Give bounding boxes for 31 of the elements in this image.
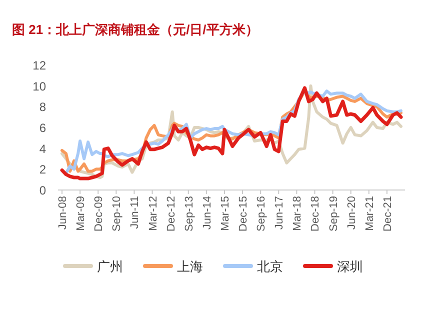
- x-tick-label: Dec-12: [165, 196, 178, 232]
- y-tick-label: 4: [39, 142, 46, 156]
- x-tick-label: Sep-13: [183, 196, 196, 232]
- x-tick-label: Jun-08: [57, 196, 70, 230]
- x-tick-label: Dec-18: [310, 196, 322, 232]
- x-tick-label: Sep-10: [111, 196, 124, 232]
- x-tick-label: Mar-12: [147, 196, 160, 231]
- x-tick-label: Dec-21: [382, 196, 394, 232]
- y-tick-label: 12: [32, 58, 46, 72]
- x-tick-label: Jun-17: [274, 196, 286, 230]
- y-tick-label: 0: [39, 184, 46, 198]
- x-tick-label: Mar-21: [364, 196, 376, 231]
- y-tick-label: 2: [39, 162, 46, 177]
- x-tick-label: Dec-09: [93, 196, 106, 232]
- x-tick-label: Jun-14: [201, 196, 214, 230]
- x-tick-label: Mar-09: [75, 196, 88, 231]
- legend-label: 广州: [97, 259, 123, 274]
- x-tick-label: Mar-15: [219, 196, 232, 231]
- x-tick-label: Sep-19: [328, 196, 340, 232]
- chart-title: 图 21：北上广深商铺租金（元/日/平方米）: [12, 22, 258, 37]
- x-tick-label: Jun-11: [129, 196, 142, 229]
- y-tick-label: 10: [32, 79, 46, 94]
- y-tick-label: 8: [39, 100, 46, 114]
- x-tick-label: Sep-16: [256, 196, 268, 232]
- legend-label: 北京: [257, 259, 283, 274]
- x-tick-label: Mar-18: [292, 196, 304, 231]
- x-tick-label: Jun-20: [346, 196, 358, 230]
- legend-label: 上海: [177, 259, 203, 274]
- legend-label: 深圳: [337, 259, 363, 274]
- y-tick-label: 6: [39, 121, 46, 135]
- x-tick-label: Dec-15: [238, 196, 250, 232]
